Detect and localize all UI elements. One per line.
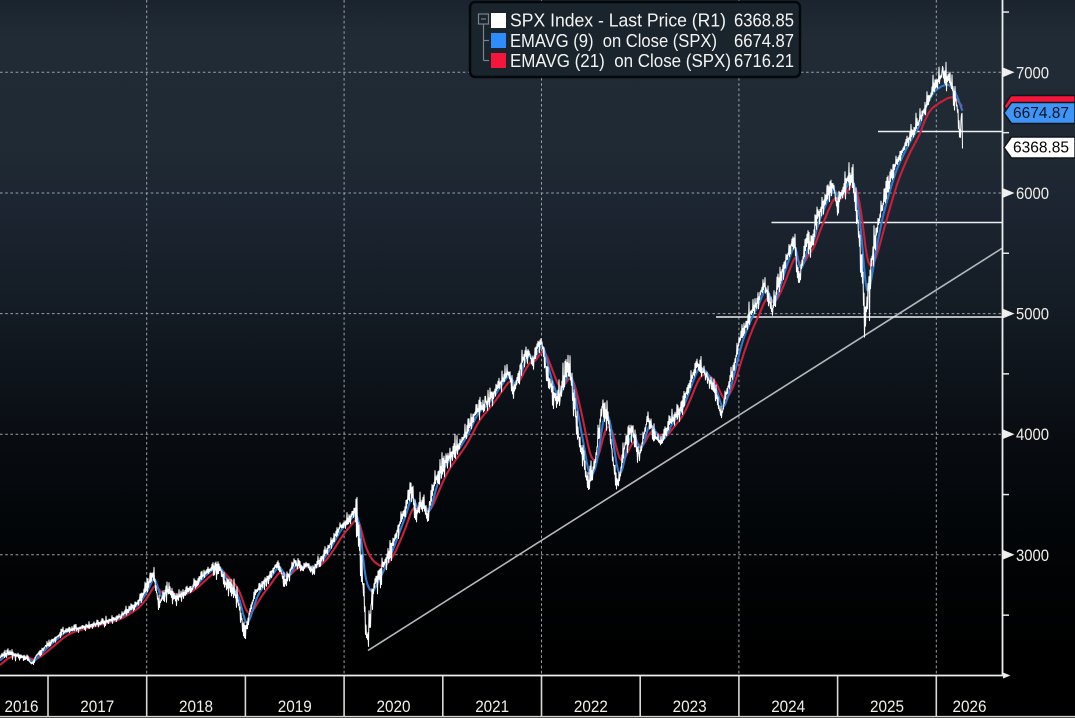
svg-text:4000: 4000 [1016, 425, 1049, 444]
svg-text:2018: 2018 [179, 697, 213, 716]
svg-text:2019: 2019 [278, 697, 312, 716]
svg-text:2022: 2022 [574, 697, 608, 716]
svg-text:2024: 2024 [771, 697, 805, 716]
svg-text:2016: 2016 [5, 697, 39, 716]
svg-text:2020: 2020 [377, 697, 411, 716]
svg-text:2023: 2023 [673, 697, 707, 716]
svg-text:5000: 5000 [1016, 305, 1049, 324]
svg-text:6674.87: 6674.87 [734, 30, 794, 51]
svg-text:EMAVG (9) on Close (SPX): EMAVG (9) on Close (SPX) [510, 30, 717, 51]
svg-text:6716.21: 6716.21 [734, 50, 794, 71]
svg-text:6368.85: 6368.85 [1013, 140, 1069, 157]
svg-text:2017: 2017 [80, 697, 114, 716]
svg-text:6000: 6000 [1016, 184, 1049, 203]
svg-text:6368.85: 6368.85 [734, 10, 794, 31]
svg-text:7000: 7000 [1016, 63, 1049, 82]
svg-text:2026: 2026 [953, 697, 987, 716]
svg-text:2025: 2025 [870, 697, 904, 716]
svg-text:6674.87: 6674.87 [1013, 105, 1069, 122]
svg-text:3000: 3000 [1016, 546, 1049, 565]
svg-text:2021: 2021 [475, 697, 509, 716]
svg-text:EMAVG (21) on Close (SPX): EMAVG (21) on Close (SPX) [510, 50, 731, 71]
svg-text:SPX Index - Last Price (R1): SPX Index - Last Price (R1) [510, 10, 726, 31]
